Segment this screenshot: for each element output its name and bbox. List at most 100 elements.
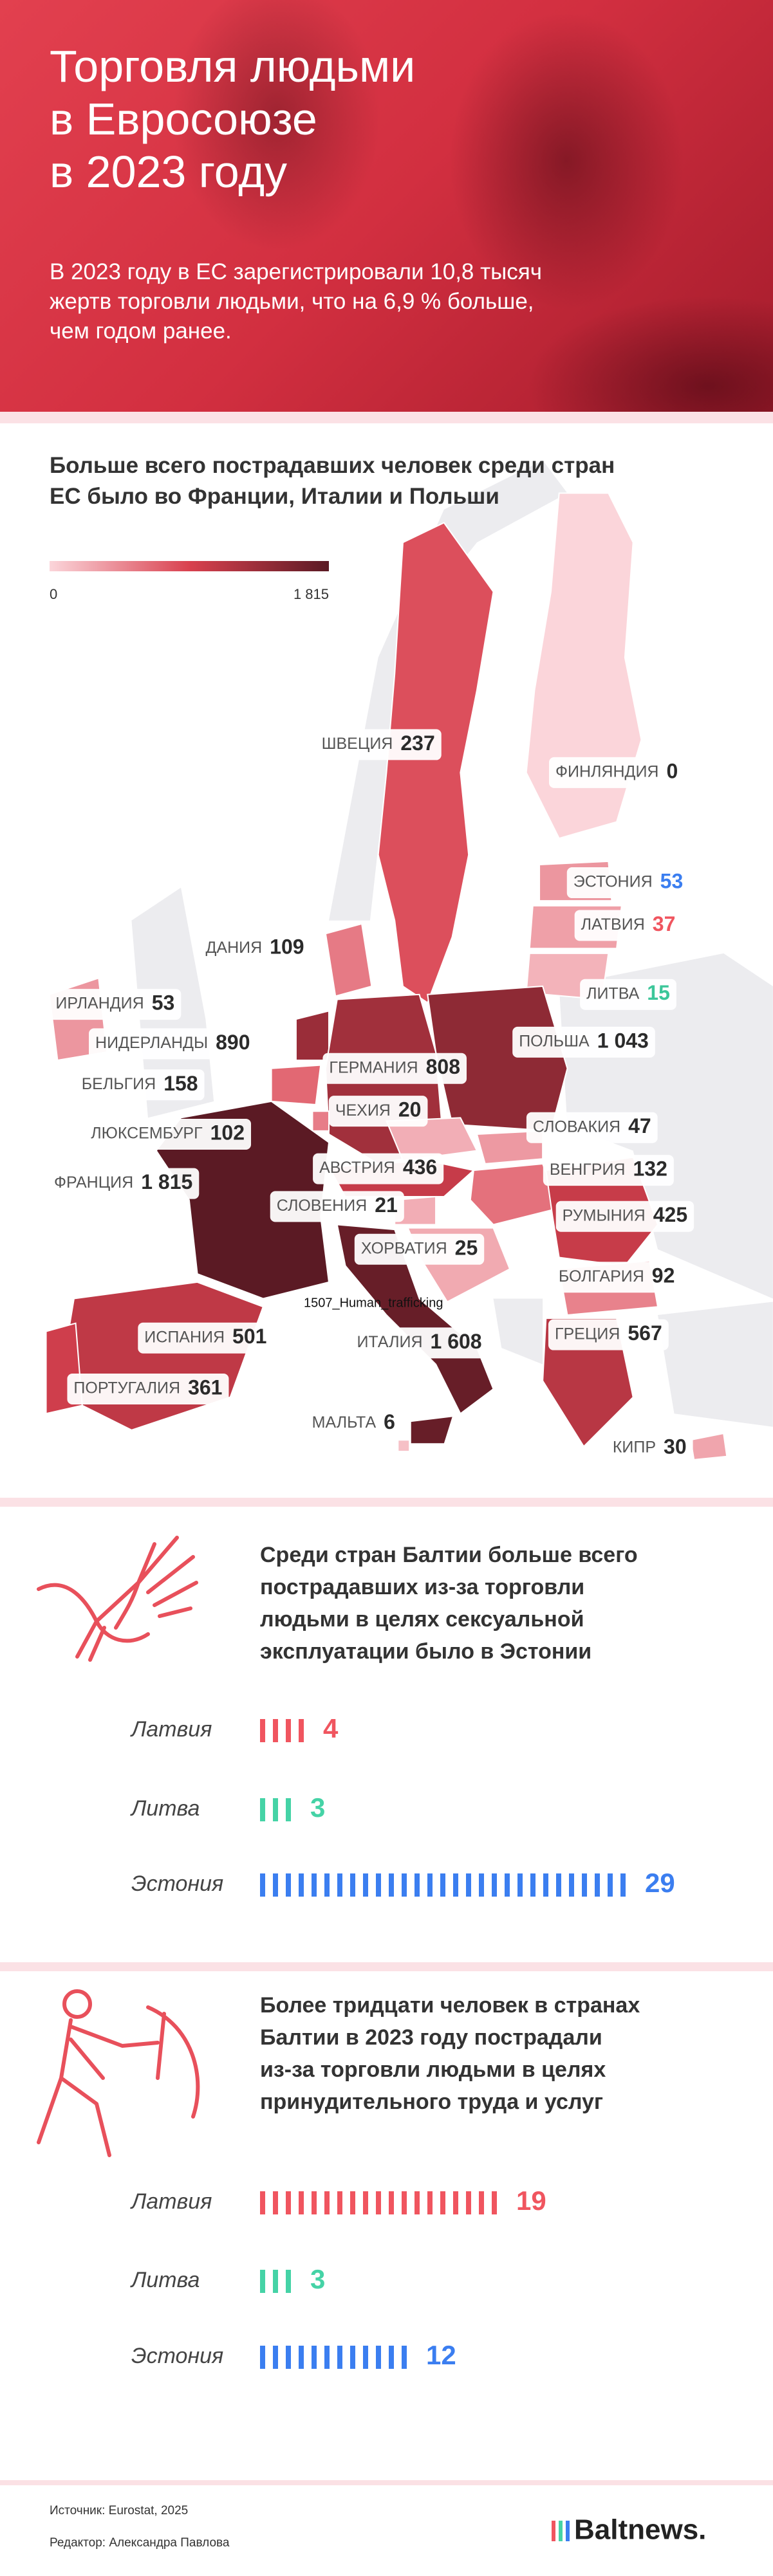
tally-tick bbox=[595, 1873, 600, 1897]
tally-tick bbox=[402, 2191, 407, 2214]
tally-tick bbox=[337, 2346, 342, 2369]
country-value: 132 bbox=[633, 1157, 667, 1181]
tally bbox=[260, 2270, 291, 2293]
country-value: 1 815 bbox=[141, 1170, 192, 1193]
label-box bbox=[89, 1028, 257, 1060]
row-label: Эстония bbox=[131, 1872, 223, 1896]
tally-tick bbox=[440, 2191, 445, 2214]
country-name: ФРАНЦИЯ bbox=[54, 1173, 133, 1191]
label-box bbox=[47, 1168, 200, 1199]
tally-tick bbox=[376, 2346, 381, 2369]
tally-tick bbox=[556, 1873, 561, 1897]
tally-tick bbox=[402, 2346, 407, 2369]
tally-tick bbox=[350, 1873, 355, 1897]
tally-tick bbox=[260, 1873, 265, 1897]
country-name: НИДЕРЛАНДЫ bbox=[95, 1034, 208, 1052]
subtitle: В 2023 году в ЕС зарегистрировали 10,8 т… bbox=[50, 259, 542, 344]
divider bbox=[0, 1498, 773, 1507]
country-name: СЛОВАКИЯ bbox=[533, 1118, 620, 1136]
tally-tick bbox=[363, 1873, 368, 1897]
label-box bbox=[138, 1322, 274, 1354]
tally-tick bbox=[505, 1873, 510, 1897]
country-value: 501 bbox=[232, 1325, 266, 1348]
label-box bbox=[315, 729, 442, 760]
country bbox=[270, 1064, 322, 1106]
tally-tick bbox=[324, 2191, 330, 2214]
country-value: 808 bbox=[426, 1055, 460, 1078]
country-value: 425 bbox=[653, 1203, 687, 1226]
country bbox=[65, 1281, 265, 1431]
country-name: ИРЛАНДИЯ bbox=[55, 995, 144, 1013]
tally bbox=[260, 1719, 304, 1742]
label-box bbox=[566, 867, 690, 899]
country-value: 47 bbox=[628, 1114, 651, 1137]
label-box bbox=[313, 1153, 444, 1184]
country-labels: ШВЕЦИЯ 237 ФИНЛЯНДИЯ 0 ЭСТОНИЯ 53 ЛАТВИЯ 37 ДАНИ… bbox=[47, 729, 694, 1464]
country-name: ИСПАНИЯ bbox=[144, 1328, 225, 1346]
label-box bbox=[552, 1262, 682, 1293]
divider bbox=[0, 2480, 773, 2485]
source: Источник: Eurostat, 2025 bbox=[50, 2504, 189, 2517]
tally-tick bbox=[414, 2191, 420, 2214]
country-name: АВСТРИЯ bbox=[319, 1159, 395, 1177]
tally-tick bbox=[389, 1873, 394, 1897]
tally-tick bbox=[479, 2191, 484, 2214]
country-value: 53 bbox=[152, 991, 175, 1015]
country-value: 1 608 bbox=[431, 1330, 482, 1353]
country-value: 109 bbox=[270, 935, 304, 959]
legend-max: 1 815 bbox=[293, 586, 329, 602]
tally-tick bbox=[376, 1873, 381, 1897]
tally-tick bbox=[466, 1873, 471, 1897]
header: Торговля людьми в Евросоюзе в 2023 году … bbox=[0, 0, 773, 412]
tally-tick bbox=[260, 2346, 265, 2369]
country-value: 0 bbox=[666, 759, 678, 782]
country-name: ДАНИЯ bbox=[205, 939, 262, 957]
tally-tick bbox=[260, 1798, 265, 1821]
label-box bbox=[75, 1069, 205, 1101]
country-name: БЕЛЬГИЯ bbox=[82, 1075, 156, 1093]
tally-tick bbox=[620, 1873, 626, 1897]
country-name: ИТАЛИЯ bbox=[357, 1333, 422, 1351]
country-name: ГЕРМАНИЯ bbox=[329, 1058, 418, 1076]
tally-tick bbox=[608, 1873, 613, 1897]
country bbox=[542, 1318, 634, 1448]
title: Торговля людьми в Евросоюзе в 2023 году bbox=[50, 41, 416, 197]
label-box bbox=[49, 989, 182, 1020]
tally-tick bbox=[414, 1873, 420, 1897]
tally-tick bbox=[312, 2191, 317, 2214]
country-value: 567 bbox=[628, 1321, 662, 1345]
country-value: 158 bbox=[163, 1072, 198, 1095]
label-box bbox=[305, 1408, 402, 1439]
country-name: ФИНЛЯНДИЯ bbox=[555, 762, 659, 780]
row-label: Латвия bbox=[130, 1717, 212, 1742]
legend-bar bbox=[50, 561, 329, 571]
tally-tick bbox=[286, 2191, 291, 2214]
label-box bbox=[354, 1233, 485, 1265]
country-name: ЛИТВА bbox=[586, 984, 639, 1002]
tally-tick bbox=[337, 1873, 342, 1897]
tally-tick bbox=[389, 2191, 394, 2214]
country bbox=[689, 1432, 728, 1460]
tally-tick bbox=[453, 1873, 458, 1897]
country-value: 6 bbox=[384, 1410, 395, 1433]
label-box bbox=[270, 1191, 404, 1222]
tally-tick bbox=[389, 2346, 394, 2369]
country-name: ХОРВАТИЯ bbox=[361, 1239, 447, 1257]
label-box bbox=[512, 1026, 655, 1058]
tally-tick bbox=[543, 1873, 548, 1897]
section-title: Более тридцати человек в странах Балтии … bbox=[260, 1993, 640, 2114]
row-label: Латвия bbox=[130, 2189, 212, 2214]
tally-tick bbox=[324, 2346, 330, 2369]
country-value: 237 bbox=[400, 731, 434, 755]
tally-tick bbox=[492, 1873, 497, 1897]
label-box bbox=[350, 1327, 489, 1359]
country-value: 53 bbox=[660, 869, 684, 892]
country bbox=[469, 1163, 561, 1226]
row-value: 29 bbox=[645, 1868, 675, 1898]
divider bbox=[0, 1962, 773, 1971]
row-value: 19 bbox=[516, 2185, 546, 2216]
country bbox=[476, 1130, 544, 1165]
divider bbox=[0, 412, 773, 423]
country-value: 37 bbox=[653, 912, 676, 935]
country-name: ГРЕЦИЯ bbox=[555, 1325, 620, 1343]
